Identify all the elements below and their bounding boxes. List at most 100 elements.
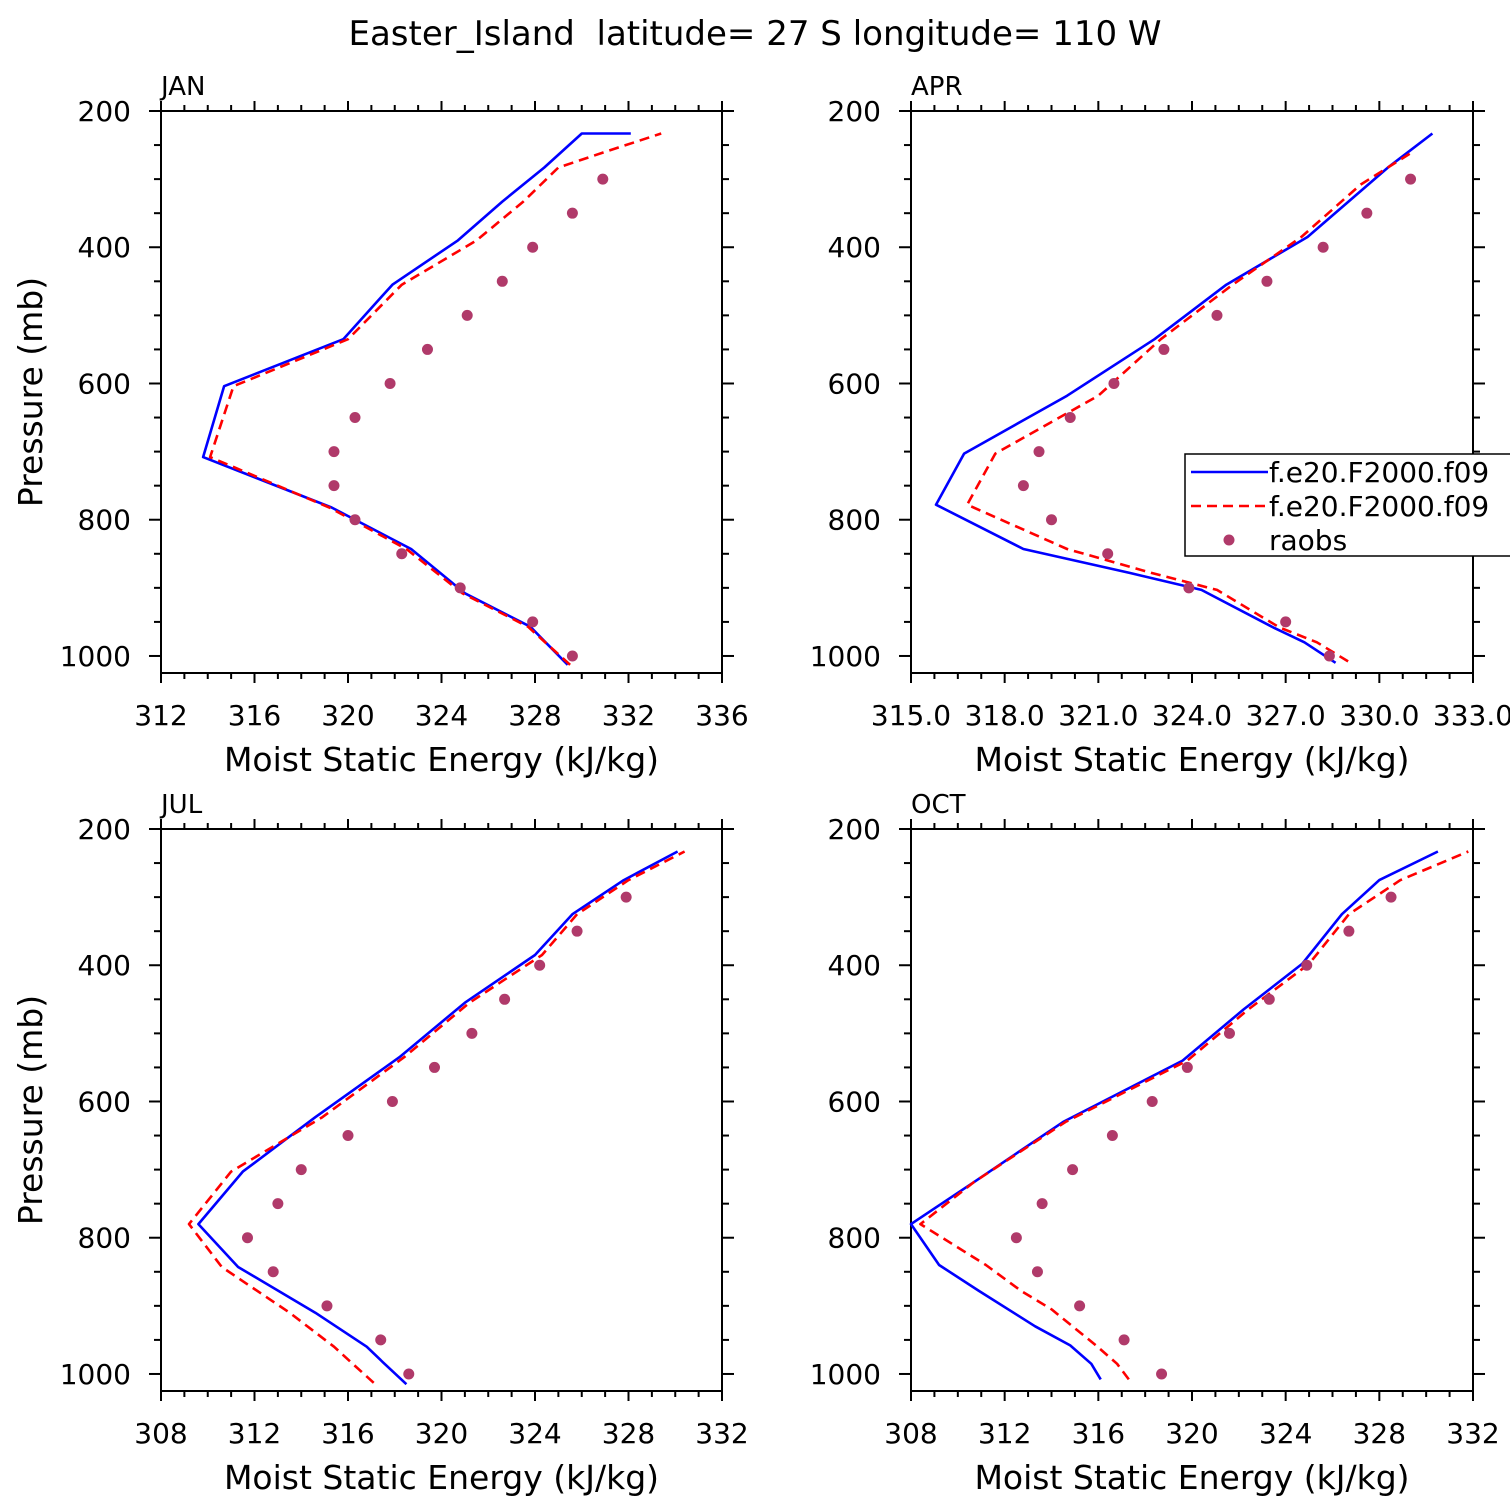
series-model-dashed-line bbox=[965, 152, 1412, 663]
x-tick-label: 333.0 bbox=[1433, 699, 1510, 732]
raobs-point bbox=[1301, 959, 1313, 971]
y-tick-label: 1000 bbox=[810, 640, 881, 673]
x-tick-label: 336 bbox=[695, 699, 748, 732]
series-raobs bbox=[241, 891, 632, 1380]
raobs-point bbox=[1036, 1198, 1048, 1210]
raobs-point bbox=[597, 173, 609, 185]
y-tick-label: 200 bbox=[78, 813, 131, 846]
raobs-point bbox=[396, 548, 408, 560]
raobs-point bbox=[499, 993, 511, 1005]
raobs-point bbox=[321, 1300, 333, 1312]
panels: 312 316 320 324 328 332 336 200 400 600 800 1000 JAN… bbox=[11, 72, 1510, 1497]
y-tick-label: 400 bbox=[78, 231, 131, 264]
panel-label: JUL bbox=[159, 790, 203, 820]
panel-jan: 312 316 320 324 328 332 336 200 400 600 800 1000 JAN… bbox=[11, 72, 749, 779]
x-tick-label: 328 bbox=[1353, 1417, 1406, 1450]
raobs-point bbox=[241, 1232, 253, 1244]
x-tick-label: 316 bbox=[1072, 1417, 1125, 1450]
raobs-point bbox=[1046, 514, 1057, 526]
series-model-solid-line bbox=[934, 132, 1434, 664]
x-ticks: 308 312 316 320 324 328 332 bbox=[884, 819, 1500, 1450]
raobs-point bbox=[1361, 207, 1373, 219]
series-model-dashed-line bbox=[208, 132, 662, 666]
raobs-point bbox=[1118, 1334, 1130, 1346]
series-model-solid-line bbox=[909, 850, 1439, 1381]
raobs-point bbox=[1017, 480, 1029, 492]
series-model-solid-line bbox=[201, 132, 631, 666]
raobs-point bbox=[527, 241, 539, 253]
raobs-point bbox=[566, 207, 578, 219]
panel-label: JAN bbox=[159, 72, 205, 102]
raobs-point bbox=[421, 343, 433, 355]
y-tick-label: 600 bbox=[78, 1085, 131, 1118]
x-tick-label: 312 bbox=[134, 699, 187, 732]
raobs-point bbox=[1405, 173, 1417, 185]
y-tick-label: 800 bbox=[828, 1222, 881, 1255]
x-tick-label: 308 bbox=[884, 1417, 937, 1450]
raobs-point bbox=[1102, 548, 1114, 560]
x-tick-label: 320 bbox=[321, 699, 374, 732]
series-model-dashed-line bbox=[187, 850, 686, 1384]
raobs-point bbox=[1067, 1164, 1079, 1176]
series-raobs bbox=[328, 173, 609, 662]
x-axis-label: Moist Static Energy (kJ/kg) bbox=[974, 740, 1409, 779]
y-tick-label: 200 bbox=[828, 95, 881, 128]
y-tick-label: 400 bbox=[828, 231, 881, 264]
raobs-point bbox=[1263, 993, 1275, 1005]
x-tick-label: 315.0 bbox=[871, 699, 951, 732]
legend-label: f.e20.F2000.f09 bbox=[1269, 490, 1489, 523]
raobs-point bbox=[1317, 241, 1329, 253]
raobs-point bbox=[328, 446, 340, 458]
x-ticks: 308 312 316 320 324 328 332 bbox=[134, 819, 749, 1450]
raobs-point bbox=[466, 1027, 478, 1039]
raobs-point bbox=[1181, 1061, 1193, 1073]
raobs-point bbox=[571, 925, 583, 937]
raobs-point bbox=[1223, 1027, 1235, 1039]
raobs-point bbox=[461, 309, 473, 321]
raobs-point bbox=[566, 650, 578, 662]
x-ticks: 315.0 318.0 321.0 324.0 327.0 330.0 333.0 bbox=[871, 101, 1510, 732]
raobs-point bbox=[267, 1266, 279, 1278]
x-tick-label: 324 bbox=[415, 699, 468, 732]
series-raobs bbox=[1010, 891, 1397, 1380]
raobs-point bbox=[534, 959, 546, 971]
panel-label: OCT bbox=[911, 790, 966, 820]
x-tick-label: 328 bbox=[602, 1417, 655, 1450]
x-tick-label: 324.0 bbox=[1152, 699, 1232, 732]
panel-oct: 308 312 316 320 324 328 332 200 400 600 800 1000 OCT… bbox=[810, 790, 1500, 1497]
y-tick-label: 600 bbox=[828, 367, 881, 400]
x-tick-label: 320 bbox=[1165, 1417, 1218, 1450]
legend-label: raobs bbox=[1269, 524, 1347, 557]
x-tick-label: 332 bbox=[695, 1417, 748, 1450]
raobs-point bbox=[375, 1334, 387, 1346]
raobs-point bbox=[384, 377, 396, 389]
x-axis-label: Moist Static Energy (kJ/kg) bbox=[224, 740, 659, 779]
y-tick-label: 1000 bbox=[60, 640, 131, 673]
x-tick-label: 308 bbox=[134, 1417, 187, 1450]
raobs-point bbox=[428, 1061, 440, 1073]
raobs-point bbox=[1385, 891, 1397, 903]
x-tick-label: 316 bbox=[228, 699, 281, 732]
x-tick-label: 332 bbox=[602, 699, 655, 732]
x-tick-label: 328 bbox=[508, 699, 561, 732]
plot-frame bbox=[160, 828, 723, 1392]
y-tick-label: 600 bbox=[78, 367, 131, 400]
y-ticks: 200 400 600 800 1000 bbox=[60, 95, 734, 673]
x-tick-label: 324 bbox=[1259, 1417, 1312, 1450]
raobs-point bbox=[1211, 309, 1223, 321]
raobs-point bbox=[1158, 343, 1170, 355]
series-raobs bbox=[1017, 173, 1417, 662]
x-tick-label: 321.0 bbox=[1058, 699, 1138, 732]
y-tick-label: 800 bbox=[78, 504, 131, 537]
y-tick-label: 600 bbox=[828, 1085, 881, 1118]
raobs-point bbox=[1280, 616, 1292, 628]
y-tick-label: 1000 bbox=[810, 1358, 881, 1391]
raobs-point bbox=[1074, 1300, 1086, 1312]
raobs-point bbox=[1064, 412, 1076, 424]
raobs-point bbox=[349, 412, 361, 424]
x-axis-label: Moist Static Energy (kJ/kg) bbox=[224, 1458, 659, 1497]
raobs-point bbox=[1033, 446, 1045, 458]
panel-jul: 308 312 316 320 324 328 332 200 400 600 800 1000 JUL… bbox=[11, 790, 749, 1497]
